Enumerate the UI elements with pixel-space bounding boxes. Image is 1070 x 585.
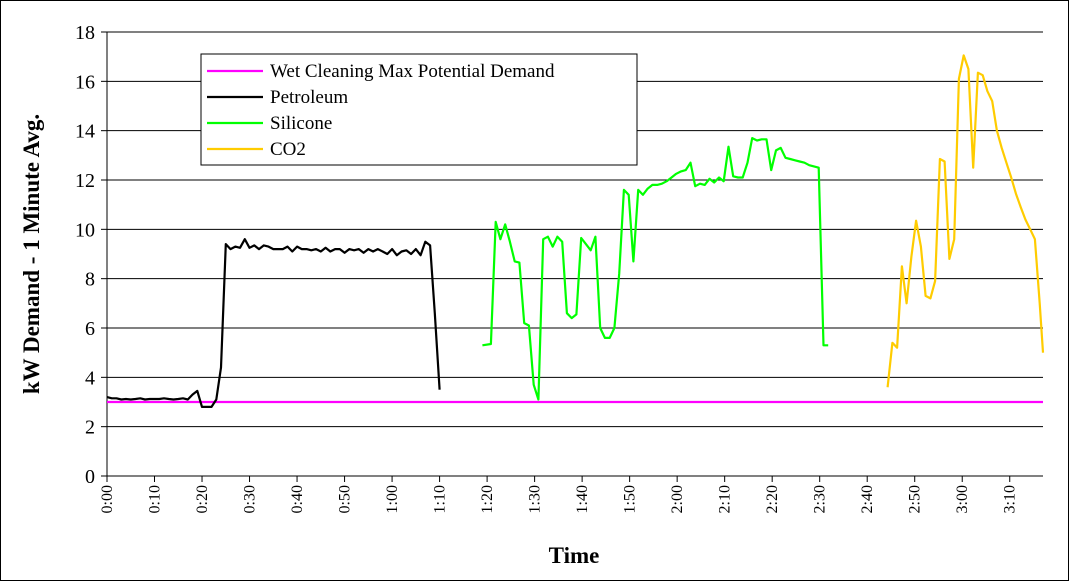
legend-label: Petroleum [270,87,348,108]
x-tick-label: 2:30 [812,485,829,513]
y-tick-label: 16 [75,71,95,93]
x-tick-label: 1:00 [384,485,401,513]
y-tick-label: 12 [75,170,95,192]
y-axis-title: kW Demand - 1 Minute Avg. [19,114,44,394]
x-tick-label: 0:00 [99,485,116,513]
y-tick-label: 8 [85,269,95,291]
legend-label: Wet Cleaning Max Potential Demand [270,61,555,82]
x-tick-label: 3:10 [1002,485,1019,513]
y-tick-label: 0 [85,466,95,488]
x-tick-label: 2:50 [907,485,924,513]
y-tick-label: 14 [75,121,95,143]
x-tick-label: 0:40 [289,485,306,513]
legend: Wet Cleaning Max Potential Demand Petrole… [200,53,638,166]
legend-label: CO2 [270,139,306,160]
x-tick-label: 1:10 [432,485,449,513]
x-tick-label: 2:10 [717,485,734,513]
x-tick-label: 0:30 [242,485,259,513]
x-tick-label: 0:10 [147,485,164,513]
x-tick-label: 3:00 [954,485,971,513]
x-axis-ticks: 0:00 0:10 0:20 0:30 0:40 0:50 1:00 1:10 1:20 1:30… [99,476,1019,513]
y-tick-label: 18 [75,22,95,44]
series-line-co2 [886,54,1045,388]
x-tick-label: 1:20 [479,485,496,513]
y-tick-label: 2 [85,417,95,439]
x-tick-label: 2:20 [764,485,781,513]
legend-box [200,53,638,166]
series-line-silicone [482,137,829,401]
x-tick-label: 2:00 [669,485,686,513]
x-axis-title: Time [549,543,600,568]
x-tick-label: 1:30 [527,485,544,513]
series-line-petroleum [106,238,441,408]
x-tick-label: 2:40 [859,485,876,513]
x-tick-label: 0:20 [194,485,211,513]
y-tick-label: 10 [75,219,95,241]
series-lines [106,54,1045,408]
x-tick-label: 1:50 [622,485,639,513]
y-tick-label: 4 [85,367,95,389]
legend-label: Silicone [270,113,332,134]
x-tick-label: 0:50 [337,485,354,513]
y-tick-label: 6 [85,318,95,340]
y-axis-ticks: 0 2 4 6 8 10 12 14 16 18 [75,22,107,488]
x-tick-label: 1:40 [574,485,591,513]
